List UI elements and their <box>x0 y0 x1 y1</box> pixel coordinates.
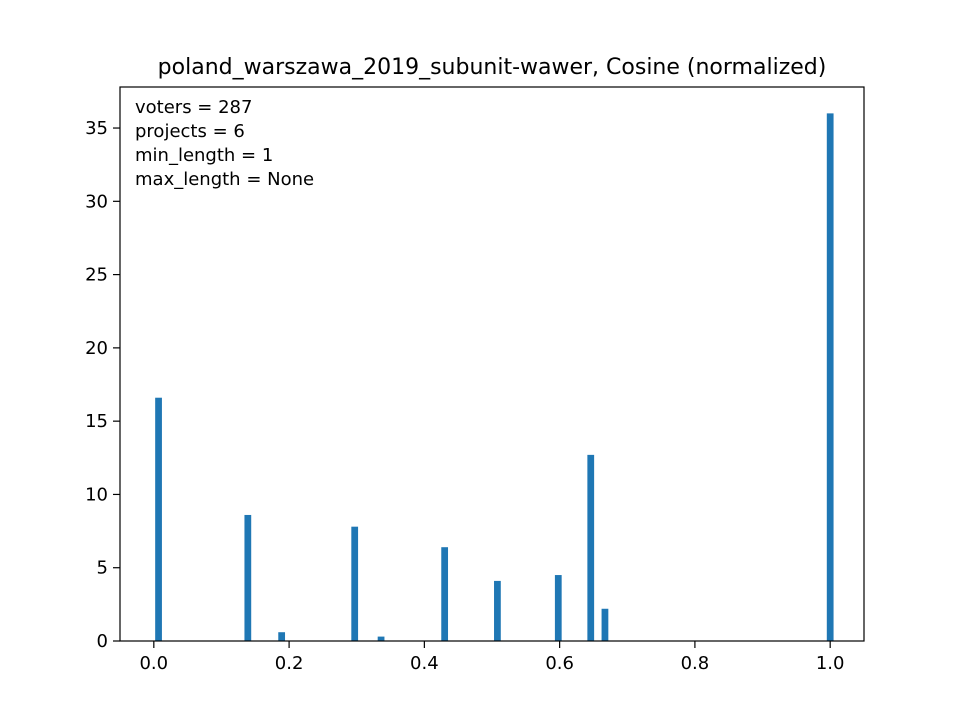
bar <box>554 575 562 641</box>
annotation-line: max_length = None <box>135 169 314 190</box>
chart-title: poland_warszawa_2019_subunit-wawer, Cosi… <box>158 55 827 80</box>
y-tick-label: 25 <box>85 265 108 286</box>
x-tick-label: 1.0 <box>816 653 845 674</box>
x-axis: 0.0 0.2 0.4 0.6 0.8 1.0 <box>139 641 845 674</box>
bar <box>494 580 501 641</box>
y-tick-label: 35 <box>85 118 108 139</box>
annotation-block: voters = 287 projects = 6 min_length = 1 ma… <box>135 97 314 190</box>
bar <box>587 454 595 641</box>
plot-frame <box>119 86 865 642</box>
x-tick-label: 0.2 <box>275 653 304 674</box>
bar <box>826 113 834 641</box>
bar <box>351 526 359 641</box>
bar <box>601 608 609 641</box>
x-tick-label: 0.6 <box>545 653 574 674</box>
annotation-line: min_length = 1 <box>135 145 273 166</box>
annotation-line: projects = 6 <box>135 121 245 142</box>
annotation-line: voters = 287 <box>135 97 252 118</box>
x-tick-label: 0.8 <box>681 653 710 674</box>
bar <box>244 514 252 641</box>
y-axis: 0 5 10 15 20 25 30 35 <box>85 118 120 652</box>
y-tick-label: 20 <box>85 338 108 359</box>
bars-group <box>155 113 834 641</box>
bar <box>155 397 162 641</box>
y-tick-label: 30 <box>85 191 108 212</box>
x-tick-label: 0.4 <box>410 653 439 674</box>
bar <box>441 547 449 641</box>
y-tick-label: 10 <box>85 484 108 505</box>
bar <box>278 632 286 641</box>
y-tick-label: 5 <box>97 558 108 579</box>
bar <box>377 636 385 641</box>
y-tick-label: 15 <box>85 411 108 432</box>
x-tick-label: 0.0 <box>139 653 168 674</box>
y-tick-label: 0 <box>97 631 108 652</box>
